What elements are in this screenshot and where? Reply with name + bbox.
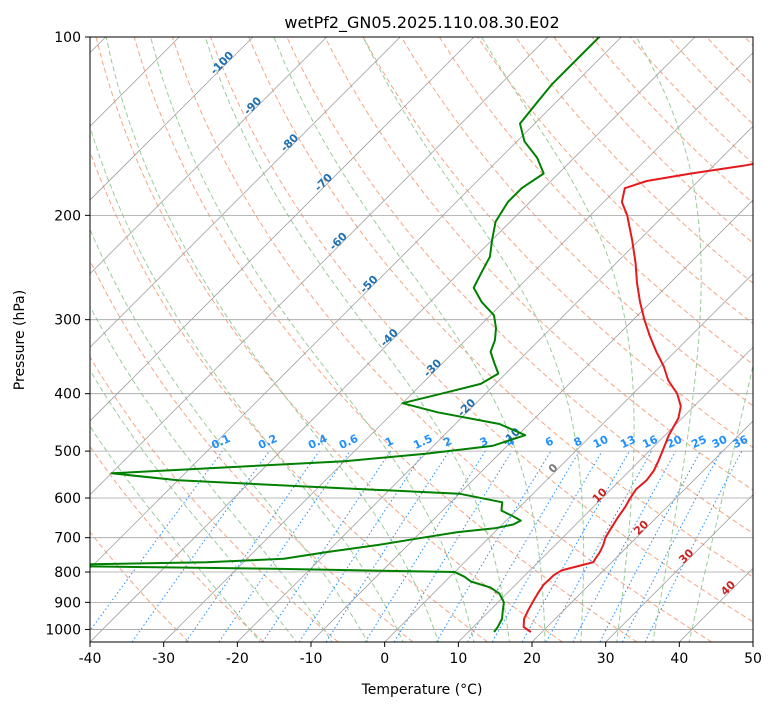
dry-adiabat bbox=[438, 37, 753, 366]
isotherm bbox=[752, 641, 753, 642]
x-tick-label: 30 bbox=[597, 651, 615, 667]
mixing-ratio-label: 36 bbox=[731, 433, 751, 451]
x-tick-label: -10 bbox=[300, 651, 323, 667]
mixing-ratio-line bbox=[262, 450, 392, 642]
temperature-profile bbox=[522, 163, 753, 633]
x-tick-label: -40 bbox=[79, 651, 102, 667]
dry-adiabat bbox=[210, 37, 753, 623]
mixing-ratio-line bbox=[298, 450, 425, 642]
x-axis-label: Temperature (°C) bbox=[361, 682, 483, 698]
series-layer bbox=[90, 37, 753, 633]
isotherm bbox=[90, 37, 622, 569]
tick-layer: -40 -30 -20 -10 0 10 20 30 40 50 100 200 300 400 500 60… bbox=[45, 30, 762, 667]
grid-layer bbox=[90, 37, 753, 642]
dry-adiabat bbox=[90, 531, 190, 642]
isotherm bbox=[90, 37, 548, 496]
plot-background bbox=[90, 37, 753, 642]
mixing-ratio-label: 16 bbox=[640, 433, 660, 451]
y-tick-label: 700 bbox=[54, 531, 81, 547]
x-tick-label: 50 bbox=[744, 651, 762, 667]
y-tick-label: 900 bbox=[54, 595, 81, 611]
dry-adiabat bbox=[400, 37, 753, 407]
dry-adiabat bbox=[248, 37, 753, 578]
x-tick-label: 20 bbox=[523, 651, 541, 667]
dry-adiabat bbox=[95, 37, 563, 642]
isotherm bbox=[310, 199, 753, 642]
x-tick-label: 0 bbox=[380, 651, 389, 667]
mixing-ratio-label: 20 bbox=[665, 433, 685, 451]
y-tick-label: 300 bbox=[54, 313, 81, 329]
y-tick-label: 500 bbox=[54, 444, 81, 460]
mixing-ratio-line bbox=[185, 450, 320, 642]
dry-adiabat bbox=[171, 37, 712, 642]
x-tick-label: 40 bbox=[670, 651, 688, 667]
plot-frame bbox=[89, 36, 754, 643]
isotherm bbox=[605, 494, 753, 642]
mixing-ratio-label: 13 bbox=[618, 433, 637, 451]
dry-adiabat bbox=[133, 37, 638, 642]
isotherm bbox=[90, 37, 696, 642]
mixing-ratio-line bbox=[521, 450, 630, 642]
isotherm bbox=[90, 37, 254, 201]
mixing-ratio-line bbox=[572, 450, 677, 642]
mixing-ratio-line bbox=[325, 450, 450, 642]
y-tick-label: 400 bbox=[54, 387, 81, 403]
moist-adiabat bbox=[90, 125, 404, 642]
mixing-ratio-label: 30 bbox=[710, 433, 730, 451]
moist-adiabat bbox=[90, 425, 261, 642]
chart-title: wetPf2_GN05.2025.110.08.30.E02 bbox=[284, 13, 559, 33]
isotherm bbox=[90, 37, 327, 275]
isotherm bbox=[458, 346, 753, 642]
mixing-ratio-line bbox=[218, 450, 351, 642]
dry-adiabat bbox=[90, 150, 488, 642]
isotherm bbox=[384, 273, 753, 642]
dry-adiabat bbox=[324, 37, 753, 491]
mixing-ratio-label: 10 bbox=[591, 433, 611, 451]
dry-adiabat bbox=[90, 356, 339, 642]
isotherm bbox=[237, 125, 753, 642]
x-tick-label: 10 bbox=[449, 651, 467, 667]
y-tick-label: 100 bbox=[54, 30, 81, 46]
y-tick-label: 1000 bbox=[45, 622, 81, 638]
mixing-ratio-line bbox=[393, 450, 513, 642]
x-tick-label: -30 bbox=[152, 651, 175, 667]
y-tick-label: 600 bbox=[54, 491, 81, 507]
mixing-ratio-line bbox=[131, 450, 270, 642]
y-tick-label: 800 bbox=[54, 565, 81, 581]
isotherm bbox=[163, 52, 753, 642]
isotherm bbox=[90, 37, 475, 422]
y-axis-label: Pressure (hPa) bbox=[12, 290, 28, 390]
x-tick-label: -20 bbox=[226, 651, 249, 667]
isotherm bbox=[531, 420, 753, 642]
y-tick-label: 200 bbox=[54, 208, 81, 224]
dewpoint-profile bbox=[90, 37, 600, 633]
mixing-ratio-label: 25 bbox=[689, 433, 708, 451]
mixing-ratio-line bbox=[644, 450, 743, 642]
isotherm bbox=[90, 37, 401, 348]
dry-adiabat bbox=[515, 37, 753, 284]
dry-adiabat bbox=[90, 445, 264, 642]
